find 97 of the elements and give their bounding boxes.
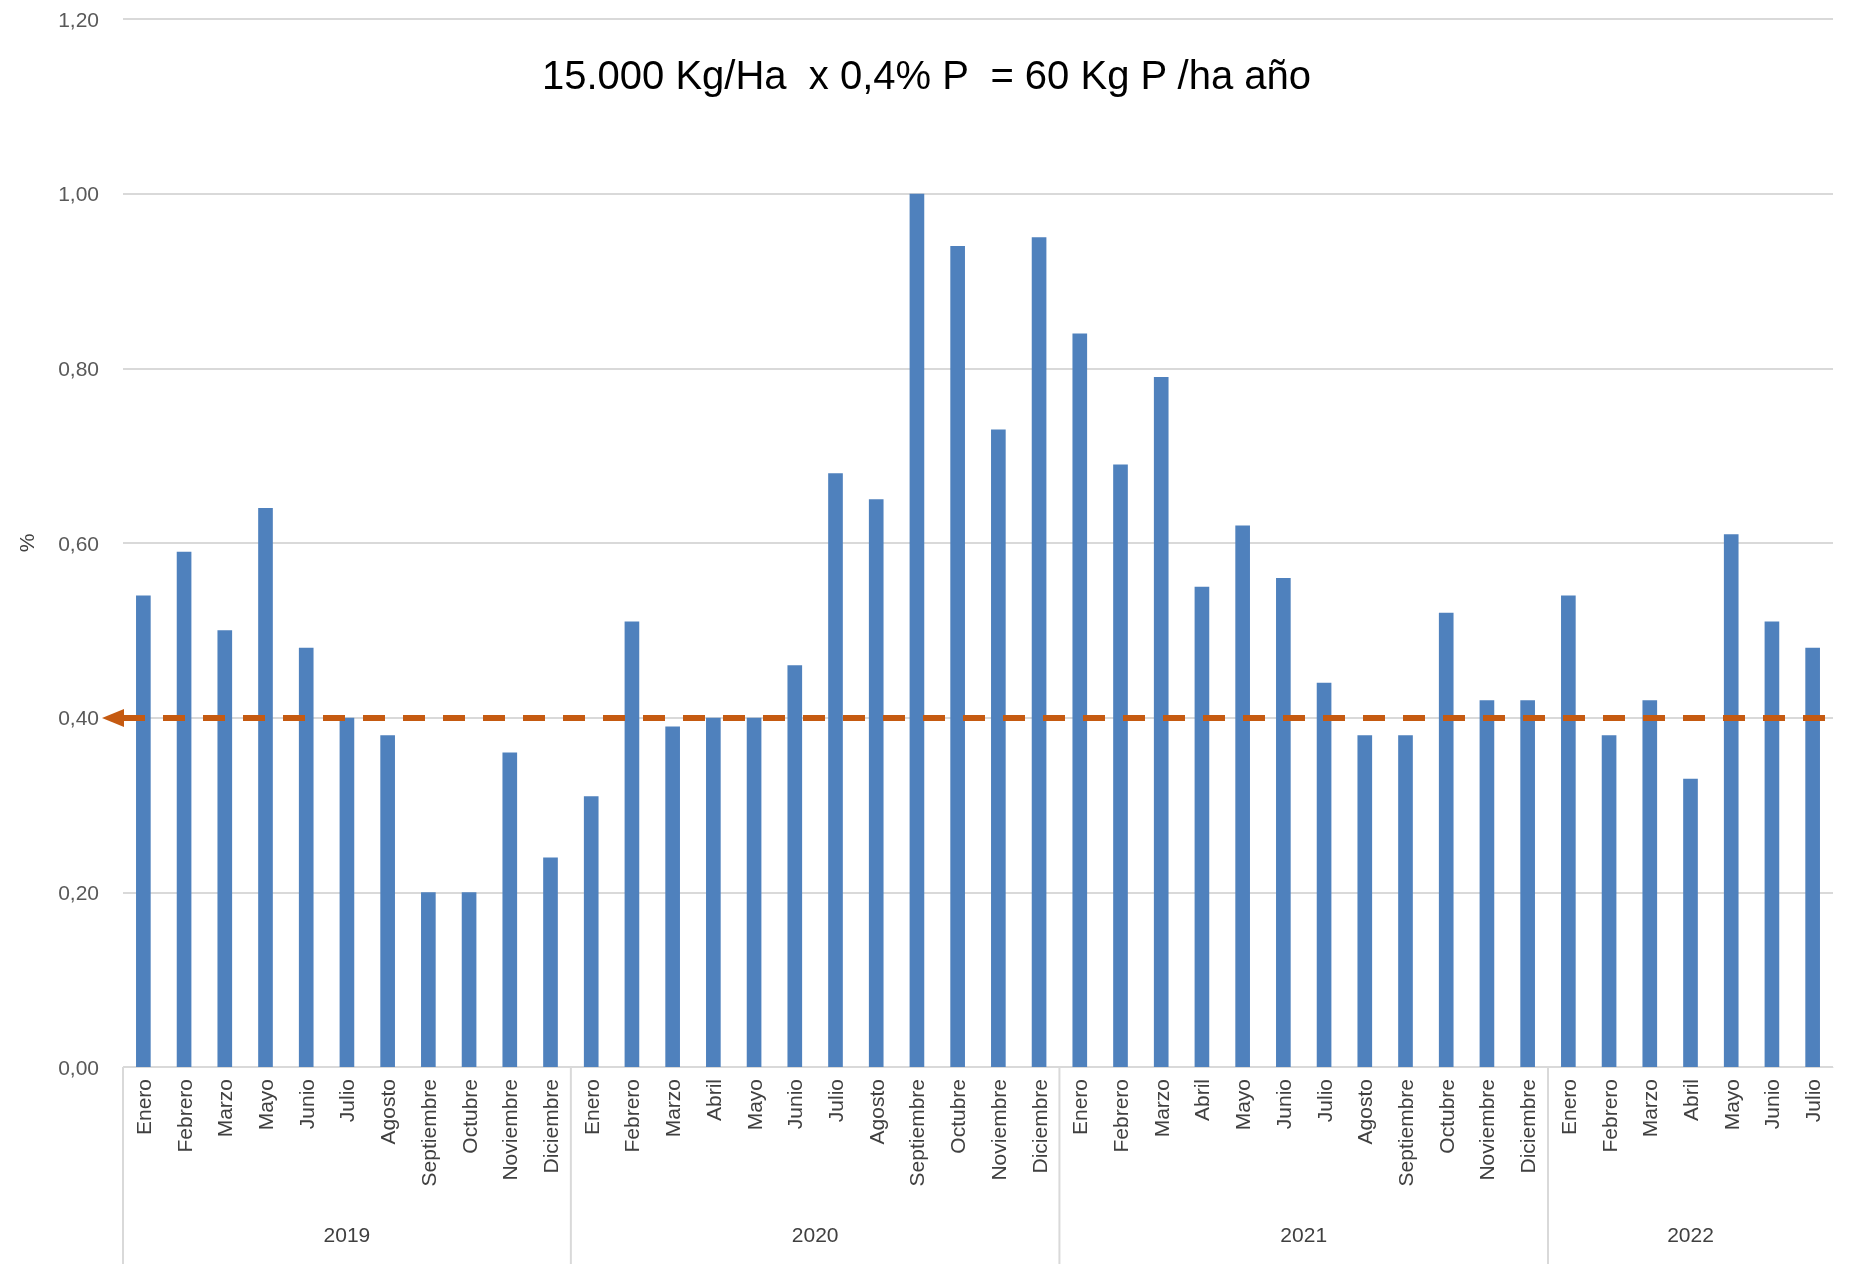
x-tick-label: Marzo xyxy=(1149,1079,1173,1138)
y-tick-label: 0,80 xyxy=(58,356,99,380)
x-tick-label: Febrero xyxy=(172,1079,196,1153)
x-tick-label: Octubre xyxy=(1434,1079,1458,1154)
x-tick-label: Junio xyxy=(1760,1079,1784,1130)
bar xyxy=(421,892,436,1067)
bar xyxy=(950,246,965,1067)
x-tick-label: Junio xyxy=(1271,1079,1295,1130)
x-tick-label: Agosto xyxy=(1353,1079,1377,1145)
x-tick-label: Enero xyxy=(1068,1079,1092,1136)
bar xyxy=(298,647,314,1067)
x-tick-label: Marzo xyxy=(661,1079,685,1138)
x-tick-label: Marzo xyxy=(213,1079,237,1138)
bar xyxy=(787,665,803,1067)
bar xyxy=(543,857,558,1067)
x-tick-label: Mayo xyxy=(742,1079,766,1131)
x-tick-label: Septiembre xyxy=(905,1079,929,1187)
bar xyxy=(868,499,884,1067)
bar xyxy=(1561,595,1576,1067)
text: 2021 xyxy=(1280,1222,1328,1246)
y-tick-label: 0,60 xyxy=(58,531,99,555)
x-tick-label: Enero xyxy=(131,1079,155,1136)
x-tick-label: Octubre xyxy=(457,1079,481,1154)
bar xyxy=(583,796,599,1067)
x-tick-label: Julio xyxy=(1801,1079,1825,1123)
bar xyxy=(1601,735,1617,1067)
x-tick-label: Enero xyxy=(579,1079,603,1136)
x-tick-label: Abril xyxy=(1679,1079,1702,1122)
x-tick-label: Julio xyxy=(1312,1079,1336,1123)
x-tick-label: Febrero xyxy=(1109,1079,1132,1153)
x-tick-label: Junio xyxy=(294,1079,318,1130)
y-axis-title: % xyxy=(15,533,38,553)
y-tick-label: 1,20 xyxy=(58,7,99,31)
bar xyxy=(1438,612,1454,1067)
x-tick-label: Febrero xyxy=(1597,1079,1621,1153)
bar xyxy=(828,473,843,1067)
x-tick-label: Febrero xyxy=(620,1079,644,1153)
bar xyxy=(339,717,355,1067)
text: 2022 xyxy=(1667,1222,1714,1246)
bar xyxy=(1723,534,1739,1067)
bar xyxy=(1683,778,1698,1067)
bar xyxy=(1113,464,1128,1067)
bar xyxy=(665,726,680,1067)
bar xyxy=(502,752,518,1067)
bar xyxy=(1031,237,1047,1067)
bar xyxy=(258,508,273,1067)
bar xyxy=(1153,377,1169,1067)
x-tick-label: Diciembre xyxy=(1516,1079,1540,1174)
x-tick-label: Julio xyxy=(335,1079,359,1123)
bar xyxy=(176,551,192,1067)
x-tick-label: Mayo xyxy=(254,1079,277,1131)
y-tick-label: 0,40 xyxy=(58,706,99,730)
x-tick-label: Noviembre xyxy=(986,1079,1010,1181)
x-tick-label: Diciembre xyxy=(539,1079,562,1174)
x-tick-label: Agosto xyxy=(376,1079,400,1145)
bar xyxy=(746,717,762,1067)
x-tick-label: Mayo xyxy=(1231,1079,1255,1131)
bar xyxy=(1520,700,1535,1067)
y-tick-label: 1,00 xyxy=(58,182,99,206)
x-tick-label: Octubre xyxy=(946,1079,970,1154)
bar xyxy=(1194,586,1210,1067)
x-tick-label: Marzo xyxy=(1638,1079,1662,1138)
x-tick-label: Junio xyxy=(783,1079,807,1130)
bar xyxy=(217,630,233,1067)
x-tick-label: Septiembre xyxy=(416,1079,440,1187)
bar xyxy=(136,595,151,1067)
bar xyxy=(1316,682,1332,1067)
bar xyxy=(461,892,477,1067)
x-tick-label: Agosto xyxy=(864,1079,888,1145)
x-tick-label: Mayo xyxy=(1719,1079,1743,1131)
bar xyxy=(1235,525,1250,1067)
x-tick-label: Julio xyxy=(824,1079,847,1123)
bar xyxy=(1805,647,1820,1067)
bar xyxy=(991,429,1006,1067)
bar xyxy=(624,621,640,1067)
bar xyxy=(1072,333,1088,1067)
x-tick-label: Diciembre xyxy=(1027,1079,1051,1174)
bar xyxy=(1764,621,1780,1067)
x-tick-label: Septiembre xyxy=(1394,1079,1417,1187)
bar xyxy=(380,735,395,1067)
bar xyxy=(1357,735,1373,1067)
x-tick-label: Abril xyxy=(701,1079,725,1122)
text: 2020 xyxy=(791,1222,839,1246)
bar xyxy=(706,717,721,1067)
bar xyxy=(909,193,925,1067)
x-tick-label: Abril xyxy=(1190,1079,1214,1122)
y-tick-label: 0,00 xyxy=(58,1055,99,1079)
bar xyxy=(1479,700,1495,1067)
text: 2019 xyxy=(323,1222,371,1246)
y-tick-label: 0,20 xyxy=(58,880,99,904)
x-tick-label: Noviembre xyxy=(498,1079,522,1181)
text: 15.000 Kg/Ha x 0,4% P = 60 Kg P /ha año xyxy=(541,53,1312,97)
bar xyxy=(1276,577,1291,1067)
bar xyxy=(1398,735,1413,1067)
x-tick-label: Enero xyxy=(1556,1079,1580,1136)
x-tick-label: Noviembre xyxy=(1475,1079,1499,1181)
bar xyxy=(1642,700,1658,1067)
